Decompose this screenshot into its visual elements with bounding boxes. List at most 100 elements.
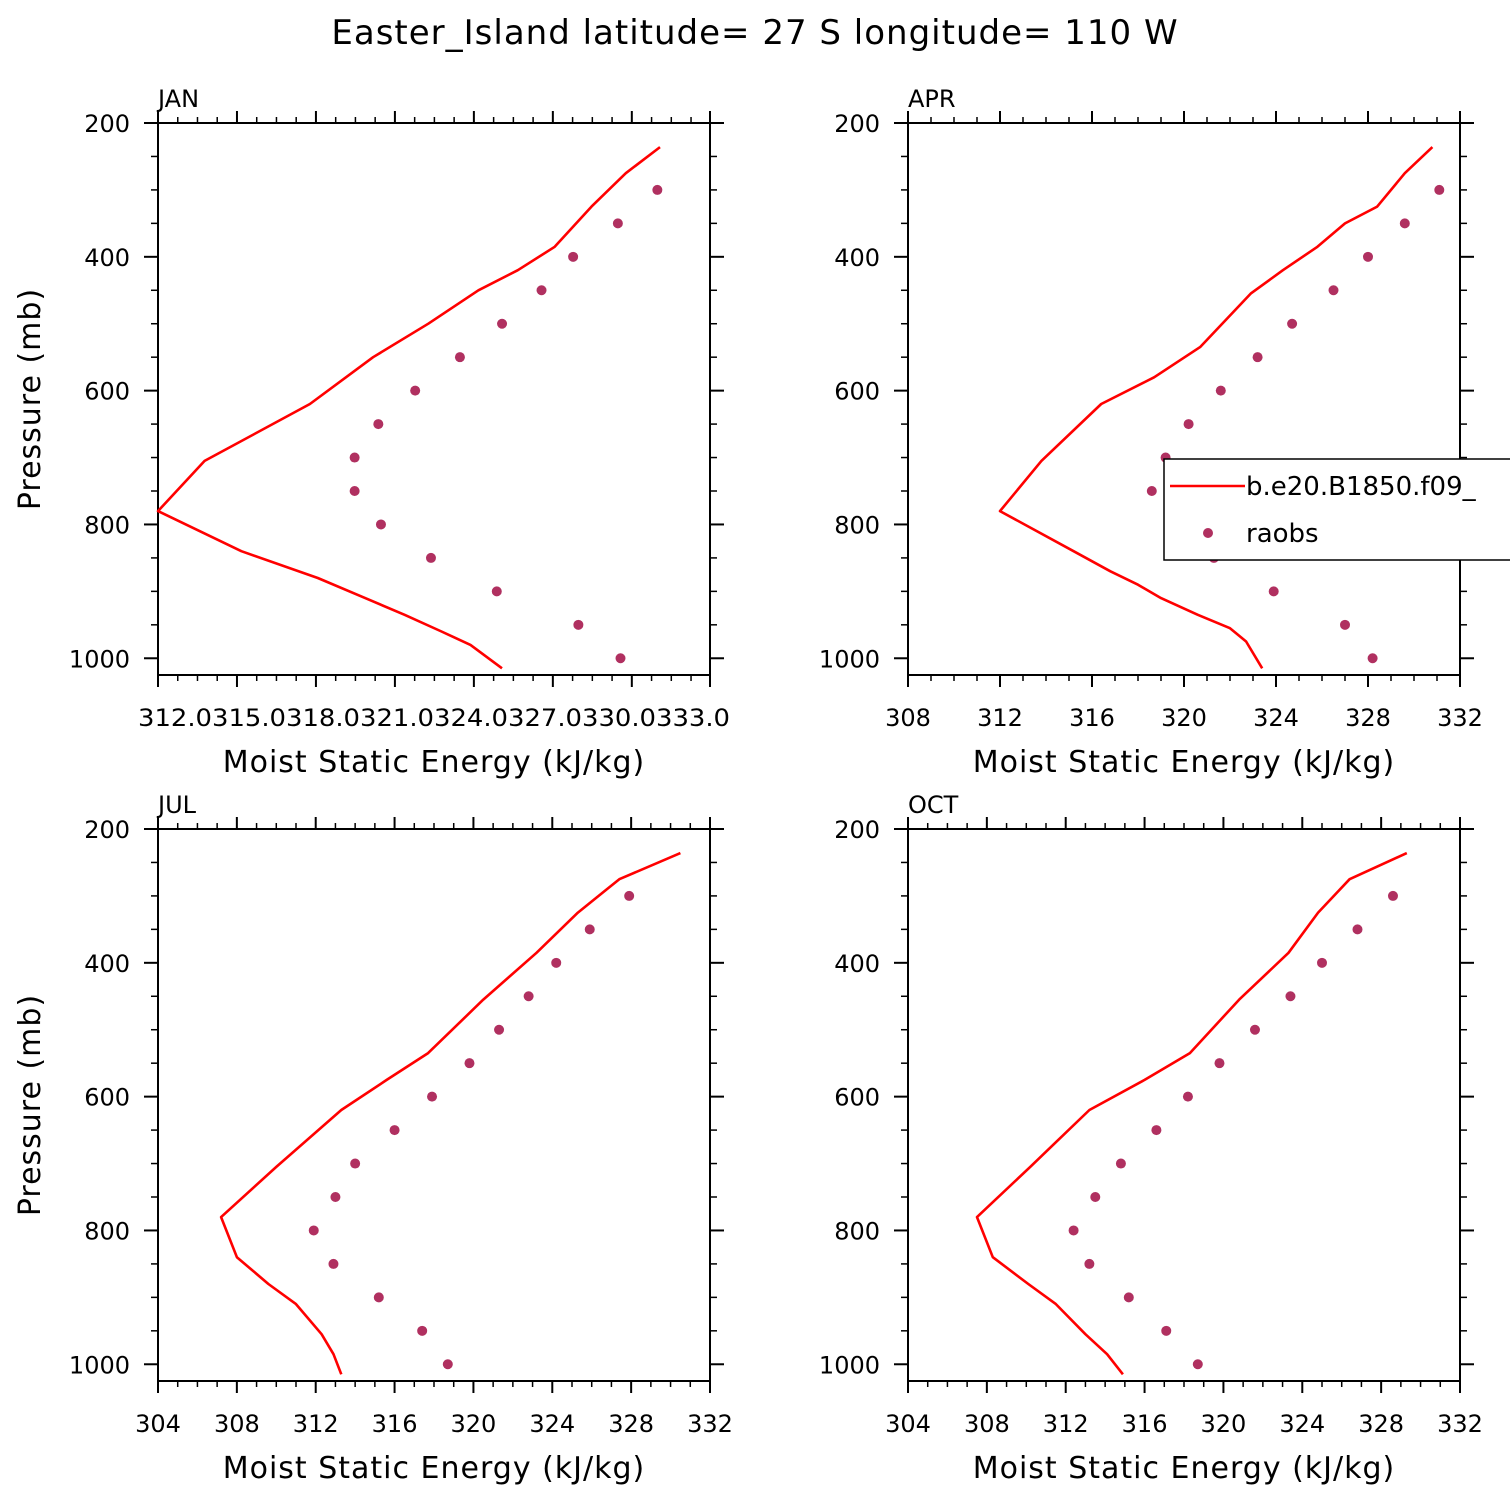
raobs-point-jan (615, 653, 626, 664)
raobs-point-jul (427, 1091, 438, 1102)
raobs-point-jan (612, 218, 623, 229)
y-tick-label-apr: 400 (834, 244, 880, 272)
raobs-point-apr (1399, 218, 1410, 229)
x-axis-label-oct: Moist Static Energy (kJ/kg) (973, 1451, 1396, 1486)
raobs-point-jan (497, 318, 508, 329)
x-tick-label-jul: 320 (451, 1410, 497, 1438)
x-tick-label-apr: 308 (885, 704, 931, 732)
raobs-point-apr (1287, 318, 1298, 329)
raobs-point-jan (573, 619, 584, 630)
panel-title-jul: JUL (156, 791, 197, 819)
raobs-point-oct (1161, 1325, 1172, 1336)
raobs-point-jan (349, 486, 360, 496)
legend-marker-swatch (1203, 528, 1213, 538)
panel-jul: JUL 304 308 312 316 320 324 328 332 200 400 600 800 1… (13, 791, 733, 1486)
y-tick-label-apr: 1000 (819, 645, 880, 673)
x-tick-label-apr: 324 (1253, 704, 1299, 732)
legend-box (1163, 458, 1510, 561)
y-tick-label-oct: 600 (834, 1084, 880, 1112)
raobs-point-jul (624, 890, 635, 901)
x-tick-label-oct: 316 (1122, 1410, 1168, 1438)
y-tick-label-jul: 800 (84, 1217, 130, 1245)
raobs-point-jan (536, 285, 547, 296)
x-tick-label-apr: 316 (1069, 704, 1115, 732)
y-tick-label-apr: 600 (834, 378, 880, 406)
raobs-point-oct (1182, 1091, 1193, 1102)
x-tick-label-apr: 320 (1161, 704, 1207, 732)
raobs-point-jul (584, 924, 595, 935)
y-tick-label-jul: 200 (84, 816, 130, 844)
x-tick-label-apr: 312 (977, 704, 1023, 732)
y-tick-label-oct: 200 (834, 816, 880, 844)
raobs-point-apr (1183, 419, 1194, 430)
raobs-point-apr (1146, 486, 1157, 496)
raobs-point-apr (1268, 586, 1279, 597)
raobs-point-apr (1340, 619, 1350, 630)
raobs-point-oct (1192, 1359, 1203, 1370)
y-tick-label-jul: 600 (84, 1084, 130, 1112)
y-tick-label-jan: 600 (84, 378, 130, 406)
y-tick-label-apr: 800 (834, 511, 880, 539)
panel-title-oct: OCT (908, 791, 959, 819)
raobs-point-jul (551, 957, 562, 968)
y-tick-label-jan: 400 (84, 244, 130, 272)
raobs-point-apr (1367, 653, 1378, 664)
y-tick-label-apr: 200 (834, 110, 880, 138)
model-line-apr (998, 146, 1434, 669)
raobs-point-jul (308, 1225, 319, 1236)
raobs-point-jul (373, 1292, 384, 1303)
raobs-point-oct (1151, 1125, 1162, 1136)
raobs-point-oct (1249, 1024, 1260, 1035)
y-tick-label-jan: 1000 (69, 645, 130, 673)
raobs-point-jan (454, 352, 465, 363)
raobs-point-apr (1363, 251, 1373, 262)
y-tick-label-oct: 400 (834, 950, 880, 978)
raobs-point-jul (328, 1258, 339, 1269)
raobs-point-oct (1285, 991, 1296, 1002)
raobs-point-jan (375, 519, 386, 530)
model-line-jan (156, 146, 661, 670)
raobs-point-oct (1352, 924, 1363, 935)
x-tick-label-oct: 324 (1279, 1410, 1325, 1438)
x-tick-label-apr: 328 (1345, 704, 1391, 732)
plot-frame-jul (157, 828, 711, 1382)
x-tick-label-oct: 312 (1043, 1410, 1089, 1438)
x-tick-label-jul: 316 (372, 1410, 418, 1438)
panel-title-apr: APR (908, 85, 956, 113)
raobs-point-jan (410, 385, 421, 396)
legend-label-model: b.e20.B1850.f09_ (1246, 472, 1477, 502)
panel-jan: JAN 312.0315.0318.0321.0324.0327.0330.033… (13, 85, 730, 780)
figure-title: Easter_Island latitude= 27 S longitude= … (331, 13, 1178, 53)
raobs-point-apr (1215, 385, 1226, 396)
x-axis-label-jul: Moist Static Energy (kJ/kg) (223, 1451, 646, 1486)
raobs-point-jul (417, 1325, 428, 1336)
y-axis-label-jul: Pressure (mb) (13, 994, 48, 1216)
x-tick-label-oct: 308 (964, 1410, 1010, 1438)
x-tick-label-jul: 308 (214, 1410, 260, 1438)
raobs-point-jul (523, 991, 534, 1002)
x-tick-label-oct: 304 (885, 1410, 931, 1438)
x-axis-label-jan: Moist Static Energy (kJ/kg) (223, 745, 646, 780)
x-tick-label-oct: 332 (1437, 1410, 1483, 1438)
raobs-point-jan (425, 552, 436, 563)
y-tick-label-oct: 1000 (819, 1351, 880, 1379)
x-tick-label-oct: 328 (1358, 1410, 1404, 1438)
x-tick-label-jul: 304 (135, 1410, 181, 1438)
raobs-point-jul (330, 1192, 341, 1202)
raobs-point-jan (349, 452, 360, 463)
plot-frame-jan (157, 122, 711, 676)
y-tick-label-jul: 1000 (69, 1351, 130, 1379)
raobs-point-jan (491, 586, 502, 597)
x-axis-label-apr: Moist Static Energy (kJ/kg) (973, 745, 1396, 780)
x-tick-label-jul: 328 (608, 1410, 654, 1438)
raobs-point-apr (1434, 184, 1445, 195)
raobs-point-jul (350, 1158, 361, 1169)
y-tick-label-oct: 800 (834, 1217, 880, 1245)
x-tick-label-jul: 332 (687, 1410, 733, 1438)
raobs-point-oct (1214, 1058, 1225, 1069)
raobs-point-oct (1387, 890, 1398, 901)
raobs-point-jan (373, 419, 384, 430)
x-tick-label-jul: 312 (293, 1410, 339, 1438)
raobs-point-oct (1317, 957, 1327, 968)
